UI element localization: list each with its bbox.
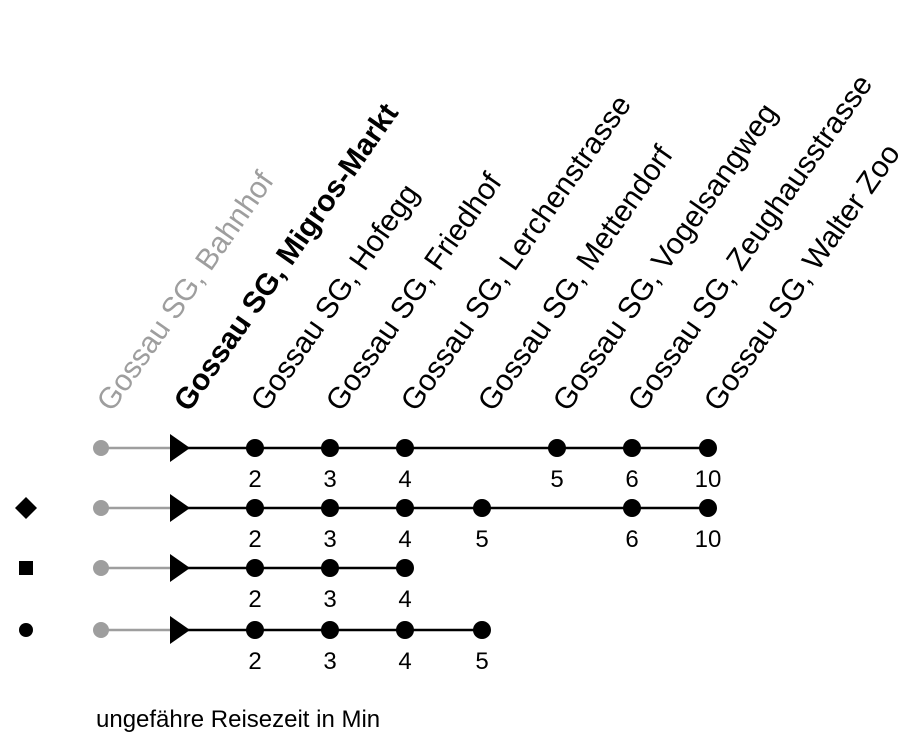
stop-dot	[321, 621, 339, 639]
travel-time-label: 3	[323, 526, 336, 553]
stop-dot	[321, 559, 339, 577]
current-stop-arrow	[170, 554, 190, 582]
travel-time-label: 6	[625, 466, 638, 493]
stop-dot	[246, 559, 264, 577]
stop-dot	[473, 499, 491, 517]
travel-time-label: 6	[625, 526, 638, 553]
stop-dot	[396, 559, 414, 577]
travel-time-label: 2	[248, 466, 261, 493]
stop-dot	[396, 439, 414, 457]
travel-time-label: 4	[398, 586, 411, 613]
stop-dot	[699, 499, 717, 517]
travel-time-label: 4	[398, 526, 411, 553]
stop-dot	[246, 499, 264, 517]
diamond-icon	[15, 497, 37, 519]
circle-icon	[19, 623, 33, 637]
travel-time-label: 3	[323, 466, 336, 493]
travel-time-label: 5	[475, 526, 488, 553]
travel-time-label: 2	[248, 648, 261, 675]
travel-time-label: 10	[695, 526, 722, 553]
travel-time-label: 5	[475, 648, 488, 675]
past-stop-dot	[93, 560, 109, 576]
current-stop-arrow	[170, 494, 190, 522]
square-icon	[19, 561, 33, 575]
travel-time-label: 4	[398, 466, 411, 493]
travel-time-label: 2	[248, 526, 261, 553]
travel-time-label: 3	[323, 586, 336, 613]
stop-dot	[623, 499, 641, 517]
stop-dot	[548, 439, 566, 457]
stop-dot	[396, 499, 414, 517]
route-lines: 2 3 4 5 6 10 2 3 4 5 6 10 2 3 4 2 3 4 5	[15, 434, 721, 675]
travel-time-label: 3	[323, 648, 336, 675]
travel-time-label: 5	[550, 466, 563, 493]
current-stop-arrow	[170, 434, 190, 462]
travel-time-label: 10	[695, 466, 722, 493]
past-stop-dot	[93, 622, 109, 638]
stop-dot	[321, 499, 339, 517]
travel-time-label: 4	[398, 648, 411, 675]
stop-dot	[623, 439, 641, 457]
stop-dot	[246, 439, 264, 457]
past-stop-dot	[93, 440, 109, 456]
past-stop-dot	[93, 500, 109, 516]
stop-dot	[473, 621, 491, 639]
route-row-1: 2 3 4 5 6 10	[15, 494, 721, 553]
stop-dot	[246, 621, 264, 639]
travel-time-label: 2	[248, 586, 261, 613]
route-row-3: 2 3 4 5	[19, 616, 491, 675]
travel-time-caption: ungefähre Reisezeit in Min	[96, 706, 381, 733]
stop-dot	[396, 621, 414, 639]
route-row-2: 2 3 4	[19, 554, 414, 613]
stop-dot	[321, 439, 339, 457]
current-stop-arrow	[170, 616, 190, 644]
stop-dot	[699, 439, 717, 457]
route-row-0: 2 3 4 5 6 10	[93, 434, 721, 493]
